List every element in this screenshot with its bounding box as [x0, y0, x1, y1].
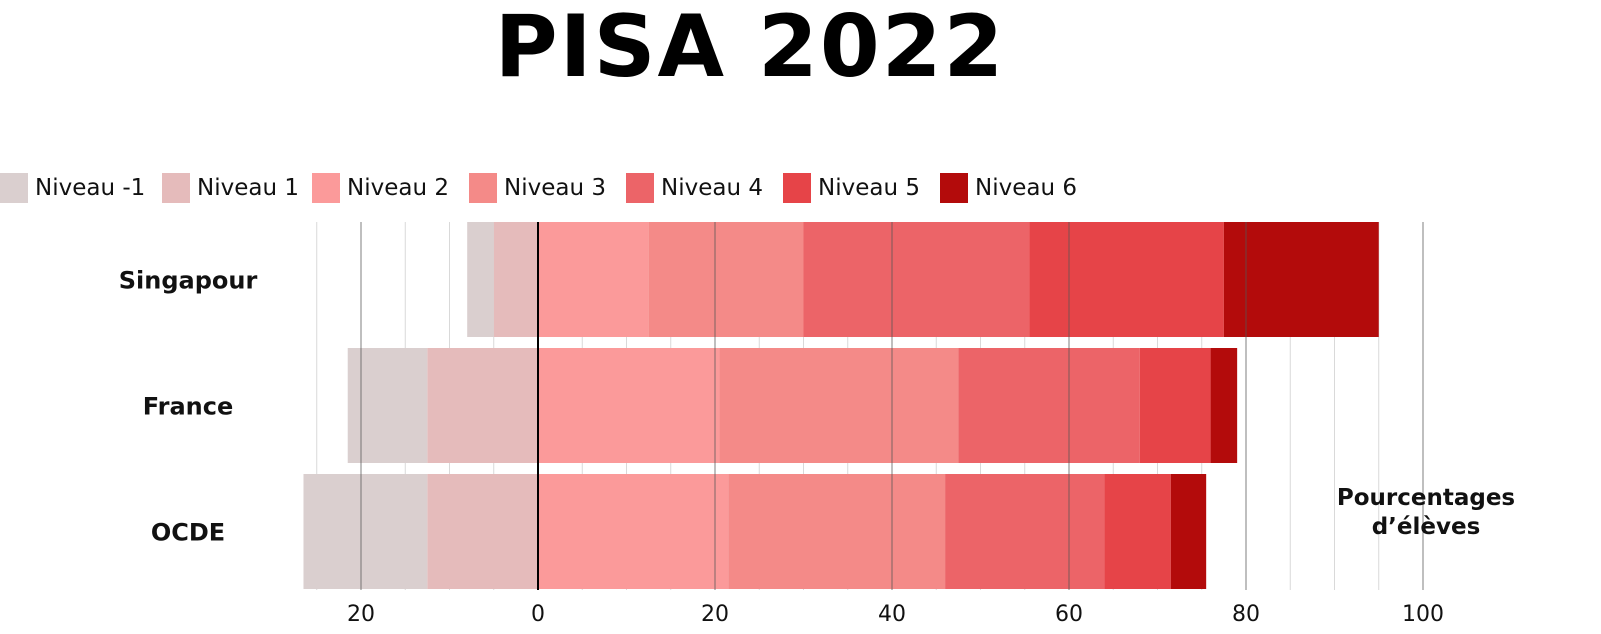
bar-segment [427, 348, 538, 463]
legend-label: Niveau 4 [661, 175, 763, 201]
bar-segment [1139, 348, 1211, 463]
bar-segment [493, 222, 538, 337]
legend-swatch [783, 173, 811, 203]
legend-swatch [312, 173, 340, 203]
category-label: OCDE [151, 519, 225, 547]
bar-segment [538, 222, 649, 337]
x-tick-label: 0 [531, 602, 545, 627]
axis-label: Pourcentages d’élèves [1337, 485, 1515, 540]
bar-segment [1170, 474, 1207, 589]
legend-label: Niveau 5 [818, 175, 920, 201]
bar-segment [648, 222, 804, 337]
legend-swatch [940, 173, 968, 203]
bar-segment [303, 474, 428, 589]
category-label: France [143, 393, 233, 421]
bar-segment [538, 348, 720, 463]
bar-segment [1210, 348, 1238, 463]
legend-label: Niveau 1 [197, 175, 299, 201]
bar-segment [958, 348, 1140, 463]
bar-segment [347, 348, 428, 463]
x-tick-label: 80 [1232, 602, 1260, 627]
x-tick-label: 40 [878, 602, 906, 627]
category-label: Singapour [119, 267, 258, 295]
legend-label: Niveau -1 [35, 175, 146, 201]
bar-segment [1029, 222, 1224, 337]
bar-segment [427, 474, 538, 589]
bar-segment [945, 474, 1105, 589]
bar-segment [803, 222, 1030, 337]
bar-segment [719, 348, 959, 463]
chart-title: PISA 2022 [494, 0, 1006, 97]
legend-label: Niveau 6 [975, 175, 1077, 201]
legend-swatch [0, 173, 28, 203]
legend-label: Niveau 3 [504, 175, 606, 201]
x-tick-label: 60 [1055, 602, 1083, 627]
x-tick-label: 100 [1402, 602, 1444, 627]
legend-label: Niveau 2 [347, 175, 449, 201]
axis-label-line: Pourcentages [1337, 485, 1515, 511]
bar-segment [467, 222, 494, 337]
bar-segment [1223, 222, 1379, 337]
bar-segment [728, 474, 946, 589]
legend-swatch [626, 173, 654, 203]
legend-swatch [469, 173, 497, 203]
bar-segment [1104, 474, 1171, 589]
bar-segment [538, 474, 729, 589]
axis-label-line: d’élèves [1372, 514, 1481, 540]
x-tick-label: 20 [347, 602, 375, 627]
x-tick-label: 20 [701, 602, 729, 627]
legend-swatch [162, 173, 190, 203]
